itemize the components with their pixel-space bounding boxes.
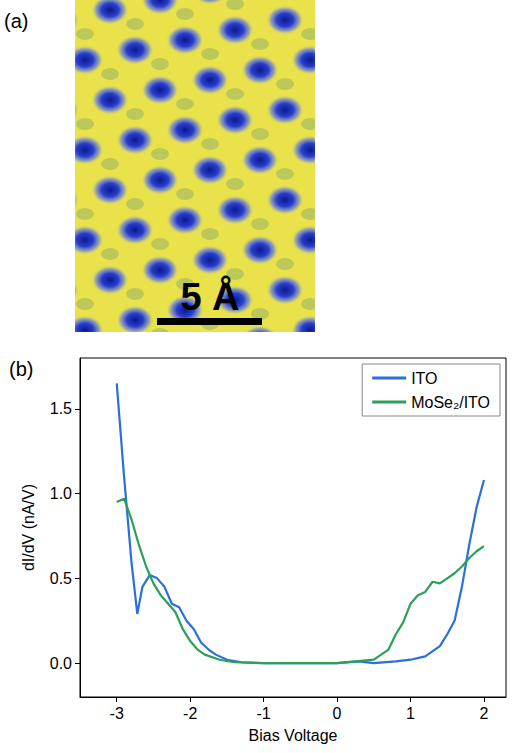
svg-text:1.5: 1.5 bbox=[50, 400, 72, 417]
svg-text:2: 2 bbox=[480, 705, 489, 722]
svg-text:0.0: 0.0 bbox=[50, 655, 72, 672]
svg-text:-3: -3 bbox=[110, 705, 124, 722]
svg-text:dI/dV (nA/V): dI/dV (nA/V) bbox=[20, 484, 37, 571]
svg-text:ITO: ITO bbox=[411, 370, 437, 387]
svg-text:0: 0 bbox=[333, 705, 342, 722]
svg-text:0.5: 0.5 bbox=[50, 570, 72, 587]
svg-text:-2: -2 bbox=[183, 705, 197, 722]
svg-text:-1: -1 bbox=[257, 705, 271, 722]
svg-text:(b): (b) bbox=[9, 358, 33, 380]
svg-text:(a): (a) bbox=[4, 10, 28, 32]
svg-text:1.0: 1.0 bbox=[50, 485, 72, 502]
svg-text:5 Å: 5 Å bbox=[180, 275, 239, 318]
svg-text:Bias Voltage: Bias Voltage bbox=[249, 727, 338, 744]
svg-text:MoSe₂/ITO: MoSe₂/ITO bbox=[411, 394, 490, 411]
svg-text:1: 1 bbox=[406, 705, 415, 722]
